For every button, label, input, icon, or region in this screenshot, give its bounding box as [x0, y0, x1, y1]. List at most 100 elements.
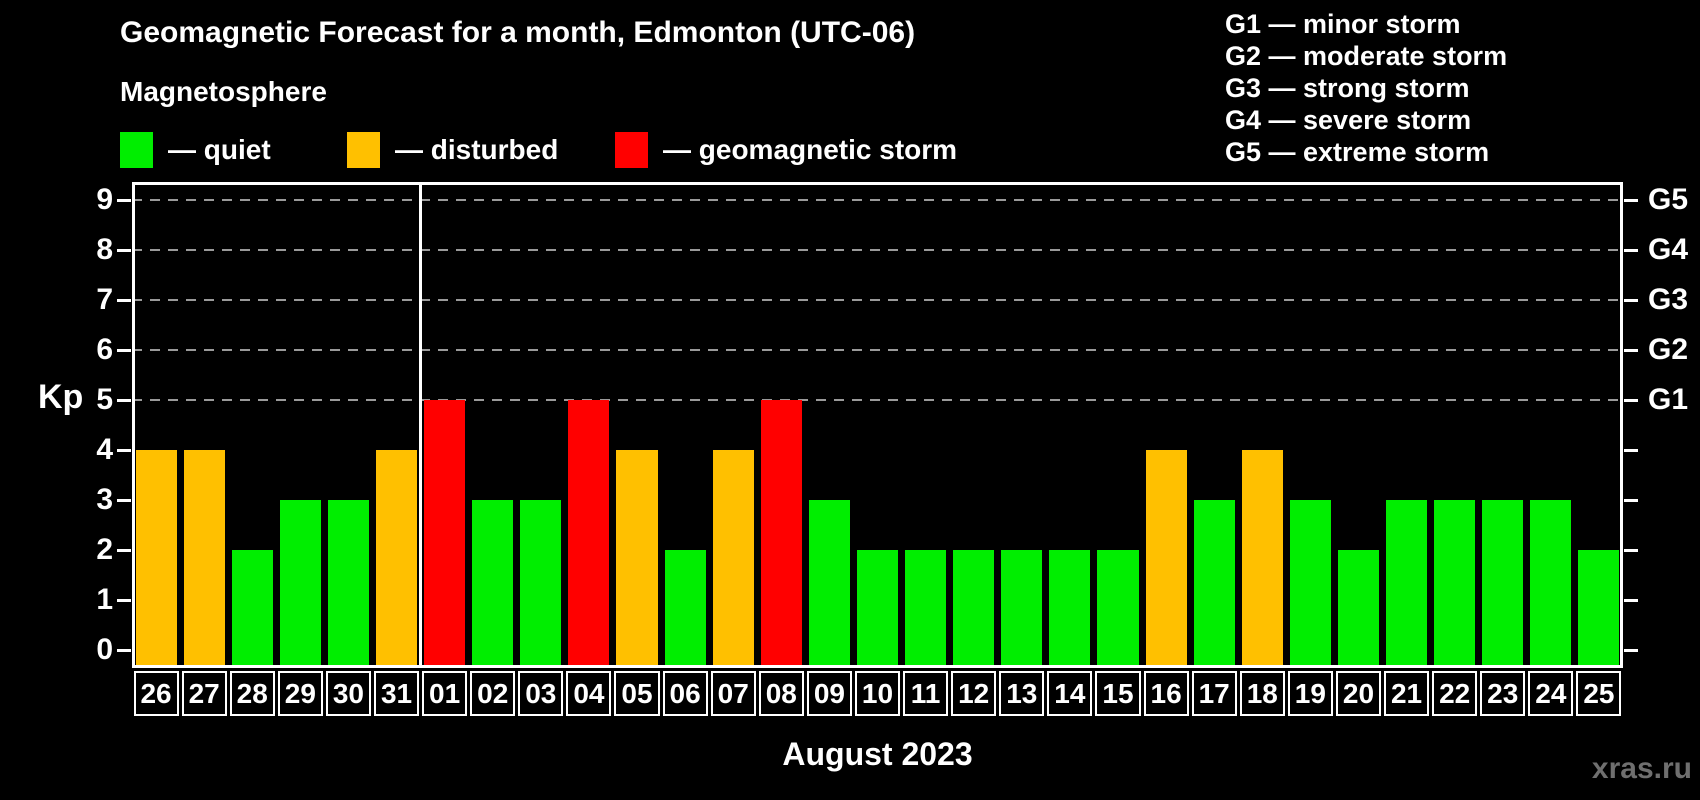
- y-tick-label-5: 5: [96, 383, 113, 416]
- g-scale-label-g3: G3: [1648, 283, 1689, 316]
- day-label-14: 14: [1047, 671, 1093, 716]
- day-label-02: 02: [470, 671, 516, 716]
- kp-bar-day-20: [1337, 550, 1379, 668]
- kp-bar-day-19: [1289, 500, 1331, 668]
- g-legend-line-g2: G2 — moderate storm: [1225, 41, 1508, 71]
- disturbed-color-swatch: [347, 132, 380, 168]
- chart-subtitle: Magnetosphere: [120, 76, 327, 107]
- day-label-29: 29: [277, 671, 323, 716]
- kp-bar-day-31: [375, 450, 418, 668]
- g-legend-line-g5: G5 — extreme storm: [1225, 137, 1490, 167]
- day-label-11: 11: [903, 671, 949, 716]
- left-tick-3: [117, 498, 131, 502]
- gridline-kp-7: [132, 299, 1623, 301]
- right-tick-8: [1624, 248, 1638, 252]
- kp-bar-day-22: [1434, 500, 1476, 668]
- g-legend-line-g3: G3 — strong storm: [1225, 73, 1470, 103]
- right-tick-4: [1624, 448, 1638, 452]
- day-label-19: 19: [1287, 671, 1333, 716]
- kp-bar-day-01: [424, 400, 466, 668]
- left-tick-2: [117, 548, 131, 552]
- day-label-06: 06: [662, 671, 708, 716]
- kp-bar-day-06: [664, 550, 706, 668]
- day-label-22: 22: [1432, 671, 1478, 716]
- day-label-28: 28: [229, 671, 275, 716]
- kp-bar-day-21: [1386, 500, 1428, 668]
- g-scale-label-g1: G1: [1648, 383, 1689, 416]
- chart-title: Geomagnetic Forecast for a month, Edmont…: [120, 16, 916, 49]
- y-tick-label-2: 2: [96, 533, 113, 566]
- y-tick-label-7: 7: [96, 283, 113, 316]
- plot-frame: [132, 182, 1623, 668]
- kp-bar-day-10: [856, 550, 899, 668]
- g-scale-label-g2: G2: [1648, 333, 1689, 366]
- legend-label-storm: — geomagnetic storm: [663, 134, 958, 165]
- day-label-07: 07: [710, 671, 756, 716]
- kp-bar-day-08: [760, 400, 802, 668]
- g-scale-legend: G1 — minor storm G2 — moderate storm G3 …: [1225, 8, 1507, 168]
- kp-bar-day-28: [231, 550, 273, 668]
- right-tick-9: [1624, 198, 1638, 202]
- day-label-03: 03: [518, 671, 564, 716]
- day-label-17: 17: [1191, 671, 1237, 716]
- y-axis-label-kp: Kp: [38, 378, 84, 416]
- day-label-24: 24: [1528, 671, 1574, 716]
- day-label-30: 30: [325, 671, 371, 716]
- legend-item-storm: — geomagnetic storm: [615, 132, 957, 168]
- g-legend-line-g4: G4 — severe storm: [1225, 105, 1472, 135]
- quiet-color-swatch: [120, 132, 153, 168]
- gridline-kp-6: [132, 349, 1623, 351]
- right-tick-2: [1624, 548, 1638, 552]
- right-tick-1: [1624, 598, 1638, 602]
- kp-bar-day-14: [1049, 550, 1091, 668]
- kp-bar-day-05: [616, 450, 658, 668]
- gridline-kp-5: [132, 399, 1623, 401]
- kp-bar-day-23: [1482, 500, 1524, 668]
- kp-bar-day-30: [327, 500, 369, 668]
- kp-bar-day-12: [953, 550, 995, 668]
- y-tick-label-0: 0: [96, 633, 113, 666]
- left-tick-8: [117, 248, 131, 252]
- day-label-26: 26: [133, 671, 179, 716]
- g-scale-label-g4: G4: [1648, 233, 1689, 266]
- kp-bar-day-09: [808, 500, 850, 668]
- left-tick-6: [117, 348, 131, 352]
- storm-color-swatch: [615, 132, 648, 168]
- kp-bar-day-04: [568, 400, 610, 668]
- day-label-13: 13: [999, 671, 1045, 716]
- g-scale-label-g5: G5: [1648, 183, 1689, 216]
- legend-item-quiet: — quiet: [120, 132, 271, 168]
- y-tick-label-6: 6: [96, 333, 113, 366]
- gridline-kp-9: [132, 199, 1623, 201]
- day-label-12: 12: [951, 671, 997, 716]
- right-tick-7: [1624, 298, 1638, 302]
- kp-bar-day-26: [135, 450, 177, 668]
- plot-area: [132, 182, 1623, 668]
- kp-bar-day-17: [1193, 500, 1235, 668]
- kp-bar-day-16: [1145, 450, 1187, 668]
- day-label-18: 18: [1239, 671, 1285, 716]
- left-tick-9: [117, 198, 131, 202]
- day-label-31: 31: [373, 671, 420, 716]
- day-label-21: 21: [1384, 671, 1430, 716]
- day-label-10: 10: [854, 671, 901, 716]
- day-label-09: 09: [806, 671, 852, 716]
- legend-label-quiet: — quiet: [168, 134, 271, 165]
- kp-bar-day-03: [520, 500, 562, 668]
- right-tick-5: [1624, 398, 1638, 402]
- y-tick-label-1: 1: [96, 583, 113, 616]
- gridline-kp-8: [132, 249, 1623, 251]
- day-label-16: 16: [1143, 671, 1189, 716]
- kp-bar-day-29: [279, 500, 321, 668]
- x-axis-label-month: August 2023: [782, 736, 973, 772]
- y-tick-label-8: 8: [96, 233, 113, 266]
- right-tick-0: [1624, 648, 1638, 652]
- day-label-04: 04: [566, 671, 612, 716]
- kp-bar-day-15: [1097, 550, 1139, 668]
- left-tick-0: [117, 648, 131, 652]
- kp-bar-day-18: [1241, 450, 1283, 668]
- y-tick-label-4: 4: [96, 433, 113, 466]
- day-label-08: 08: [758, 671, 804, 716]
- kp-bar-day-27: [183, 450, 225, 668]
